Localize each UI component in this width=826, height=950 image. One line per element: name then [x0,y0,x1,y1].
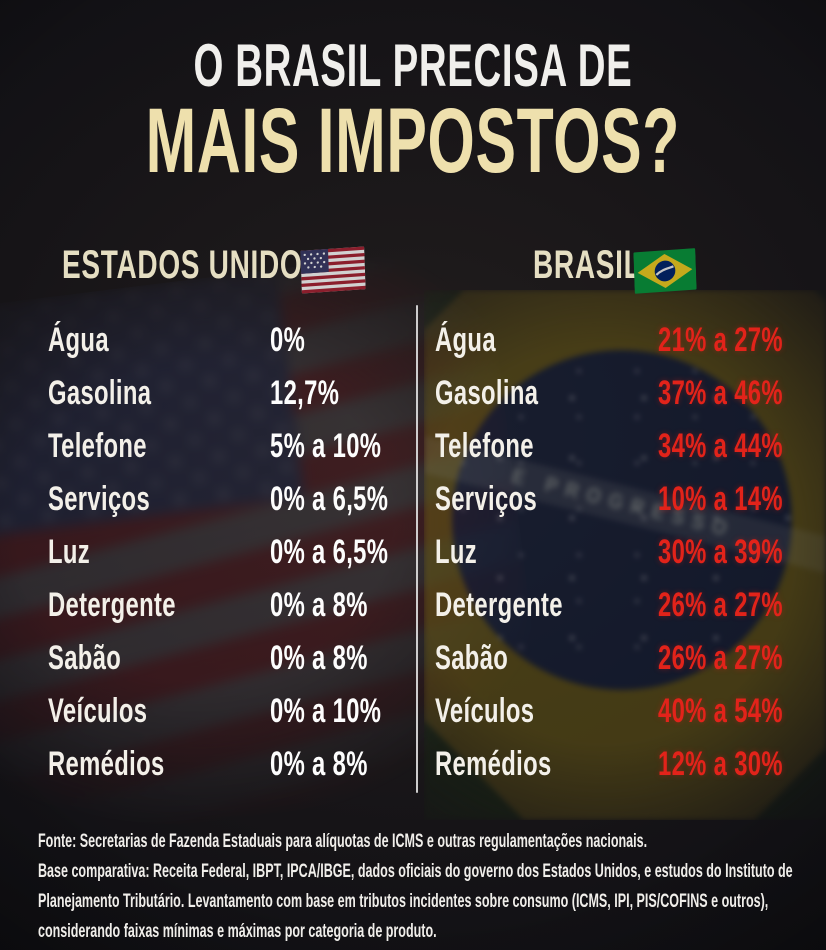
us-value: 0% [270,321,306,360]
br-value: 30% a 39% [658,533,783,571]
row-label: Gasolina [435,374,539,413]
brazil-flag-icon [633,248,697,294]
table-row: Serviços 0% a 6,5% [48,473,398,526]
source-footnote: Fonte: Secretarias de Fazenda Estaduais … [38,827,812,947]
us-value: 0% a 6,5% [270,480,389,519]
footnote-line: Base comparativa: Receita Federal, IBPT,… [38,857,812,887]
us-flag-icon [300,246,366,294]
table-row: Telefone 34% a 44% [435,420,810,473]
table-row: Detergente 0% a 8% [48,578,398,631]
column-divider [416,305,418,793]
br-value: 12% a 30% [658,744,783,783]
table-row: Água 21% a 27% [435,314,810,367]
row-label: Detergente [435,585,563,624]
header-brasil: BRASIL [533,242,688,288]
br-value: 26% a 27% [658,585,783,624]
us-value: 5% a 10% [270,427,382,466]
br-value: 40% a 54% [658,691,783,730]
row-label: Gasolina [48,374,152,413]
footnote-line-text: Base comparativa: Receita Federal, IBPT,… [38,861,793,882]
br-value: 21% a 27% [658,321,783,360]
us-value: 0% a 6,5% [270,533,389,571]
row-label: Luz [48,533,91,571]
table-row: Sabão 26% a 27% [435,631,810,684]
row-label: Serviços [435,480,538,519]
row-label: Sabão [48,638,122,677]
table-row: Gasolina 12,7% [48,367,398,420]
br-value: 37% a 46% [658,374,783,413]
row-label: Remédios [435,744,552,783]
table-row: Luz 0% a 6,5% [48,526,398,579]
table-row: Remédios 12% a 30% [435,737,810,790]
table-row: Sabão 0% a 8% [48,631,398,684]
footnote-line: Fonte: Secretarias de Fazenda Estaduais … [38,827,812,857]
us-value: 0% a 8% [270,638,368,677]
table-row: Gasolina 37% a 46% [435,367,810,420]
row-label: Telefone [48,427,147,466]
row-label: Água [48,321,109,360]
header-estados-unidos-text: ESTADOS UNIDOS [62,243,322,287]
table-row: Luz 30% a 39% [435,526,810,579]
table-row: Veículos 0% a 10% [48,684,398,737]
table-row: Detergente 26% a 27% [435,578,810,631]
row-label: Sabão [435,638,509,677]
us-value: 12,7% [270,374,340,413]
us-value: 0% a 10% [270,691,382,730]
title-line-2-text: MAIS IMPOSTOS? [145,90,681,192]
row-label: Veículos [48,691,148,730]
table-row: Telefone 5% a 10% [48,420,398,473]
footnote-line-text: Fonte: Secretarias de Fazenda Estaduais … [38,831,648,852]
table-row: Serviços 10% a 14% [435,473,810,526]
row-label: Detergente [48,585,176,624]
us-value: 0% a 8% [270,744,368,783]
br-value: 26% a 27% [658,638,783,677]
row-label: Remédios [48,744,165,783]
row-label: Veículos [435,691,535,730]
footnote-line-text: Planejamento Tributário. Levantamento co… [38,891,769,912]
title-line-1-text: O BRASIL PRECISA DE [193,32,633,99]
footnote-line: Planejamento Tributário. Levantamento co… [38,887,812,917]
header-brasil-text: BRASIL [533,243,642,287]
br-value: 34% a 44% [658,427,783,466]
row-label: Luz [435,533,478,571]
brasil-column: Água 21% a 27% Gasolina 37% a 46% Telefo… [435,314,810,790]
row-label: Telefone [435,427,534,466]
row-label: Água [435,321,496,360]
footnote-line-text: considerando faixas mínimas e máximas po… [38,921,437,942]
title-line-1: O BRASIL PRECISA DE [0,36,826,96]
title-line-2: MAIS IMPOSTOS? [0,95,826,187]
table-row: Remédios 0% a 8% [48,737,398,790]
row-label: Serviços [48,480,151,519]
us-value: 0% a 8% [270,585,368,624]
table-row: Água 0% [48,314,398,367]
estados-unidos-column: Água 0% Gasolina 12,7% Telefone 5% a 10%… [48,314,398,790]
br-value: 10% a 14% [658,480,783,519]
table-row: Veículos 40% a 54% [435,684,810,737]
footnote-line: considerando faixas mínimas e máximas po… [38,917,812,947]
header-estados-unidos: ESTADOS UNIDOS [62,242,433,288]
